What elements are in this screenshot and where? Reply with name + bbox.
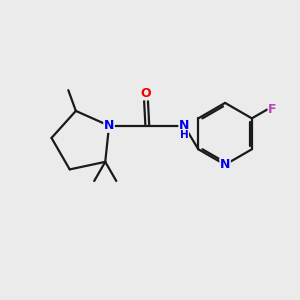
Text: N: N xyxy=(220,158,230,171)
Text: F: F xyxy=(268,103,277,116)
Text: H: H xyxy=(180,130,188,140)
Text: N: N xyxy=(179,118,189,132)
Text: N: N xyxy=(104,119,114,132)
Text: O: O xyxy=(140,87,151,100)
